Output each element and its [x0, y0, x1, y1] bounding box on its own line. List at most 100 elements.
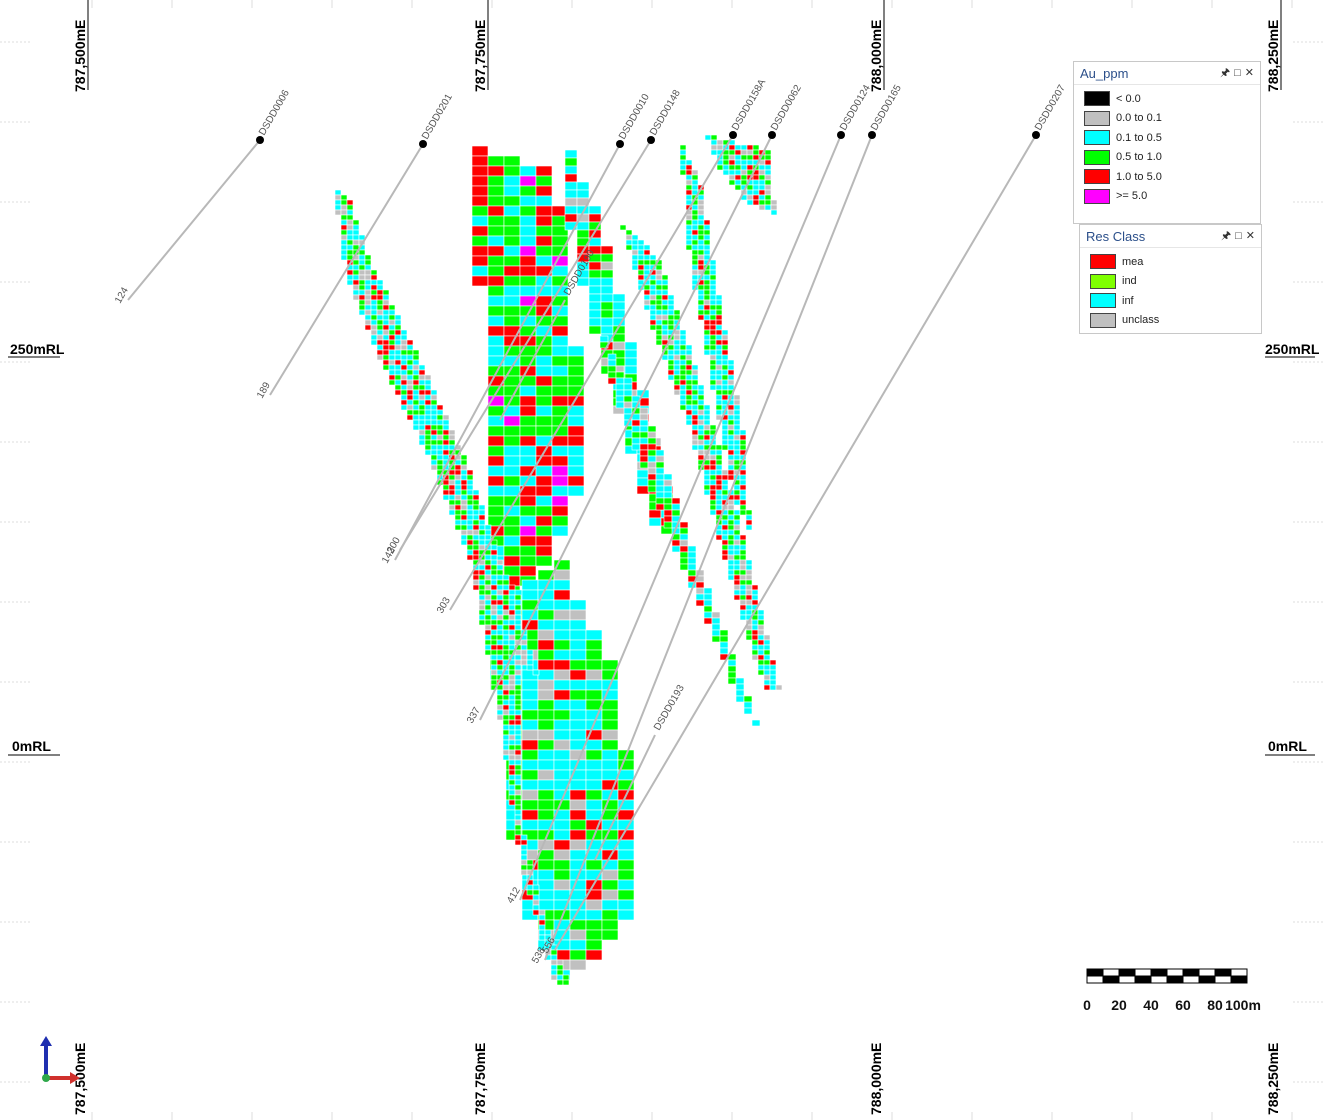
block-model [334, 134, 783, 986]
au-swatch [1084, 169, 1110, 185]
drillhole-id-label: DSDD0201 [420, 92, 455, 142]
restore-icon[interactable]: □ [1234, 67, 1241, 79]
rl-label-left-250: 250mRL [10, 341, 65, 357]
drillhole-trace [554, 134, 1037, 951]
res-class-legend-items: mea ind inf unclass [1080, 248, 1261, 330]
drillhole-id-label: DSDD0148 [648, 88, 683, 138]
rl-label-right-0: 0mRL [1268, 738, 1307, 754]
au-legend-label: >= 5.0 [1116, 190, 1148, 203]
drillhole-id-label: DSDD0010 [617, 92, 652, 142]
drillhole-trace [519, 134, 842, 901]
res-class-legend-title: Res Class [1086, 228, 1146, 244]
drillhole-trace [269, 143, 424, 396]
drillhole-depth-label: 412 [505, 885, 523, 905]
au-legend-item: 0.0 to 0.1 [1074, 109, 1260, 129]
drillhole-trace [127, 139, 261, 301]
res-legend-item: inf [1080, 291, 1261, 311]
close-icon[interactable]: ✕ [1245, 230, 1255, 242]
drillhole-depth-label: 337 [465, 705, 483, 725]
drillhole-trace [479, 134, 773, 721]
au-legend-label: < 0.0 [1116, 92, 1141, 105]
rl-label-left-0: 0mRL [12, 738, 51, 754]
easting-label-top-2: 787,750mE [472, 19, 488, 92]
au-swatch [1084, 149, 1110, 165]
drillhole-id-label: DSDD0062 [769, 83, 804, 133]
res-legend-item: mea [1080, 252, 1261, 272]
drillhole-trace [544, 134, 873, 961]
au-legend-item: 0.5 to 1.0 [1074, 148, 1260, 168]
collar-marker [868, 131, 876, 139]
res-legend-label: unclass [1122, 314, 1160, 327]
au-legend-item: < 0.0 [1074, 89, 1260, 109]
collar-marker [729, 131, 737, 139]
pin-icon[interactable]: 🖈︎ [1219, 67, 1231, 79]
drillhole-depth-label: 303 [435, 595, 453, 615]
axis-triad-icon [40, 1036, 80, 1084]
res-class-legend-header[interactable]: Res Class 🖈︎ □ ✕ [1080, 225, 1261, 248]
au-legend-item: 1.0 to 5.0 [1074, 167, 1260, 187]
drillhole-trace [449, 134, 734, 611]
scale-label-60: 60 [1175, 997, 1191, 1013]
close-icon[interactable]: ✕ [1244, 67, 1254, 79]
scale-bar-graphic [1086, 968, 1248, 984]
easting-label-bottom-2: 787,750mE [472, 1042, 488, 1115]
res-legend-item: unclass [1080, 311, 1261, 331]
drillhole-depth-label: 300 [385, 535, 403, 555]
au-swatch [1084, 130, 1110, 146]
easting-label-top-1: 787,500mE [72, 19, 88, 92]
au-ppm-legend-title: Au_ppm [1080, 65, 1129, 81]
pin-icon[interactable]: 🖈︎ [1220, 230, 1232, 242]
au-swatch [1084, 91, 1110, 107]
res-class-legend-panel[interactable]: Res Class 🖈︎ □ ✕ mea ind inf unclass [1079, 224, 1262, 334]
scale-bar: 0 20 40 60 80 100m [1083, 965, 1261, 1013]
au-legend-label: 0.0 to 0.1 [1116, 112, 1162, 125]
au-legend-item: >= 5.0 [1074, 187, 1260, 207]
scale-label-100m: 100m [1225, 997, 1261, 1013]
drillhole-trace [499, 299, 566, 421]
scale-label-40: 40 [1143, 997, 1159, 1013]
collar-marker [256, 136, 264, 144]
drillhole-id-label: DSDD0193 [652, 683, 687, 733]
easting-label-top-3: 788,000mE [868, 19, 884, 92]
au-ppm-legend-header[interactable]: Au_ppm 🖈︎ □ ✕ [1074, 62, 1260, 85]
res-swatch [1090, 312, 1116, 328]
drillhole-trace [594, 734, 656, 861]
collar-marker [1032, 131, 1040, 139]
scale-label-0: 0 [1083, 997, 1091, 1013]
res-legend-label: ind [1122, 275, 1137, 288]
res-swatch [1090, 293, 1116, 309]
drillhole-trace [394, 143, 621, 561]
au-legend-label: 0.1 to 0.5 [1116, 131, 1162, 144]
au-ppm-legend-items: < 0.0 0.0 to 0.1 0.1 to 0.5 0.5 to 1.0 1.0 t… [1074, 85, 1260, 206]
au-legend-item: 0.1 to 0.5 [1074, 128, 1260, 148]
au-ppm-legend-panel[interactable]: Au_ppm 🖈︎ □ ✕ < 0.0 0.0 to 0.1 0.1 to 0.5 0… [1073, 61, 1261, 224]
drillhole-depth-label: 189 [255, 380, 273, 400]
au-swatch [1084, 110, 1110, 126]
res-swatch [1090, 273, 1116, 289]
collar-marker [837, 131, 845, 139]
res-legend-label: inf [1122, 294, 1134, 307]
restore-icon[interactable]: □ [1235, 230, 1242, 242]
collar-marker [419, 140, 427, 148]
drillhole-depth-label: 124 [113, 285, 131, 305]
au-legend-label: 1.0 to 5.0 [1116, 170, 1162, 183]
easting-label-bottom-3: 788,000mE [868, 1042, 884, 1115]
collar-marker [768, 131, 776, 139]
res-legend-label: mea [1122, 255, 1144, 268]
au-swatch [1084, 188, 1110, 204]
collar-marker [647, 136, 655, 144]
drillhole-id-label: DSDD0158A [730, 77, 768, 132]
res-legend-item: ind [1080, 272, 1261, 292]
scale-label-80: 80 [1207, 997, 1223, 1013]
scale-label-20: 20 [1111, 997, 1127, 1013]
easting-label-bottom-4: 788,250mE [1265, 1042, 1281, 1115]
res-swatch [1090, 254, 1116, 270]
drillhole-id-label: DSDD0207 [1033, 83, 1068, 133]
rl-label-right-250: 250mRL [1265, 341, 1320, 357]
collar-marker [616, 140, 624, 148]
drillhole-trace [399, 139, 652, 551]
au-legend-label: 0.5 to 1.0 [1116, 151, 1162, 164]
